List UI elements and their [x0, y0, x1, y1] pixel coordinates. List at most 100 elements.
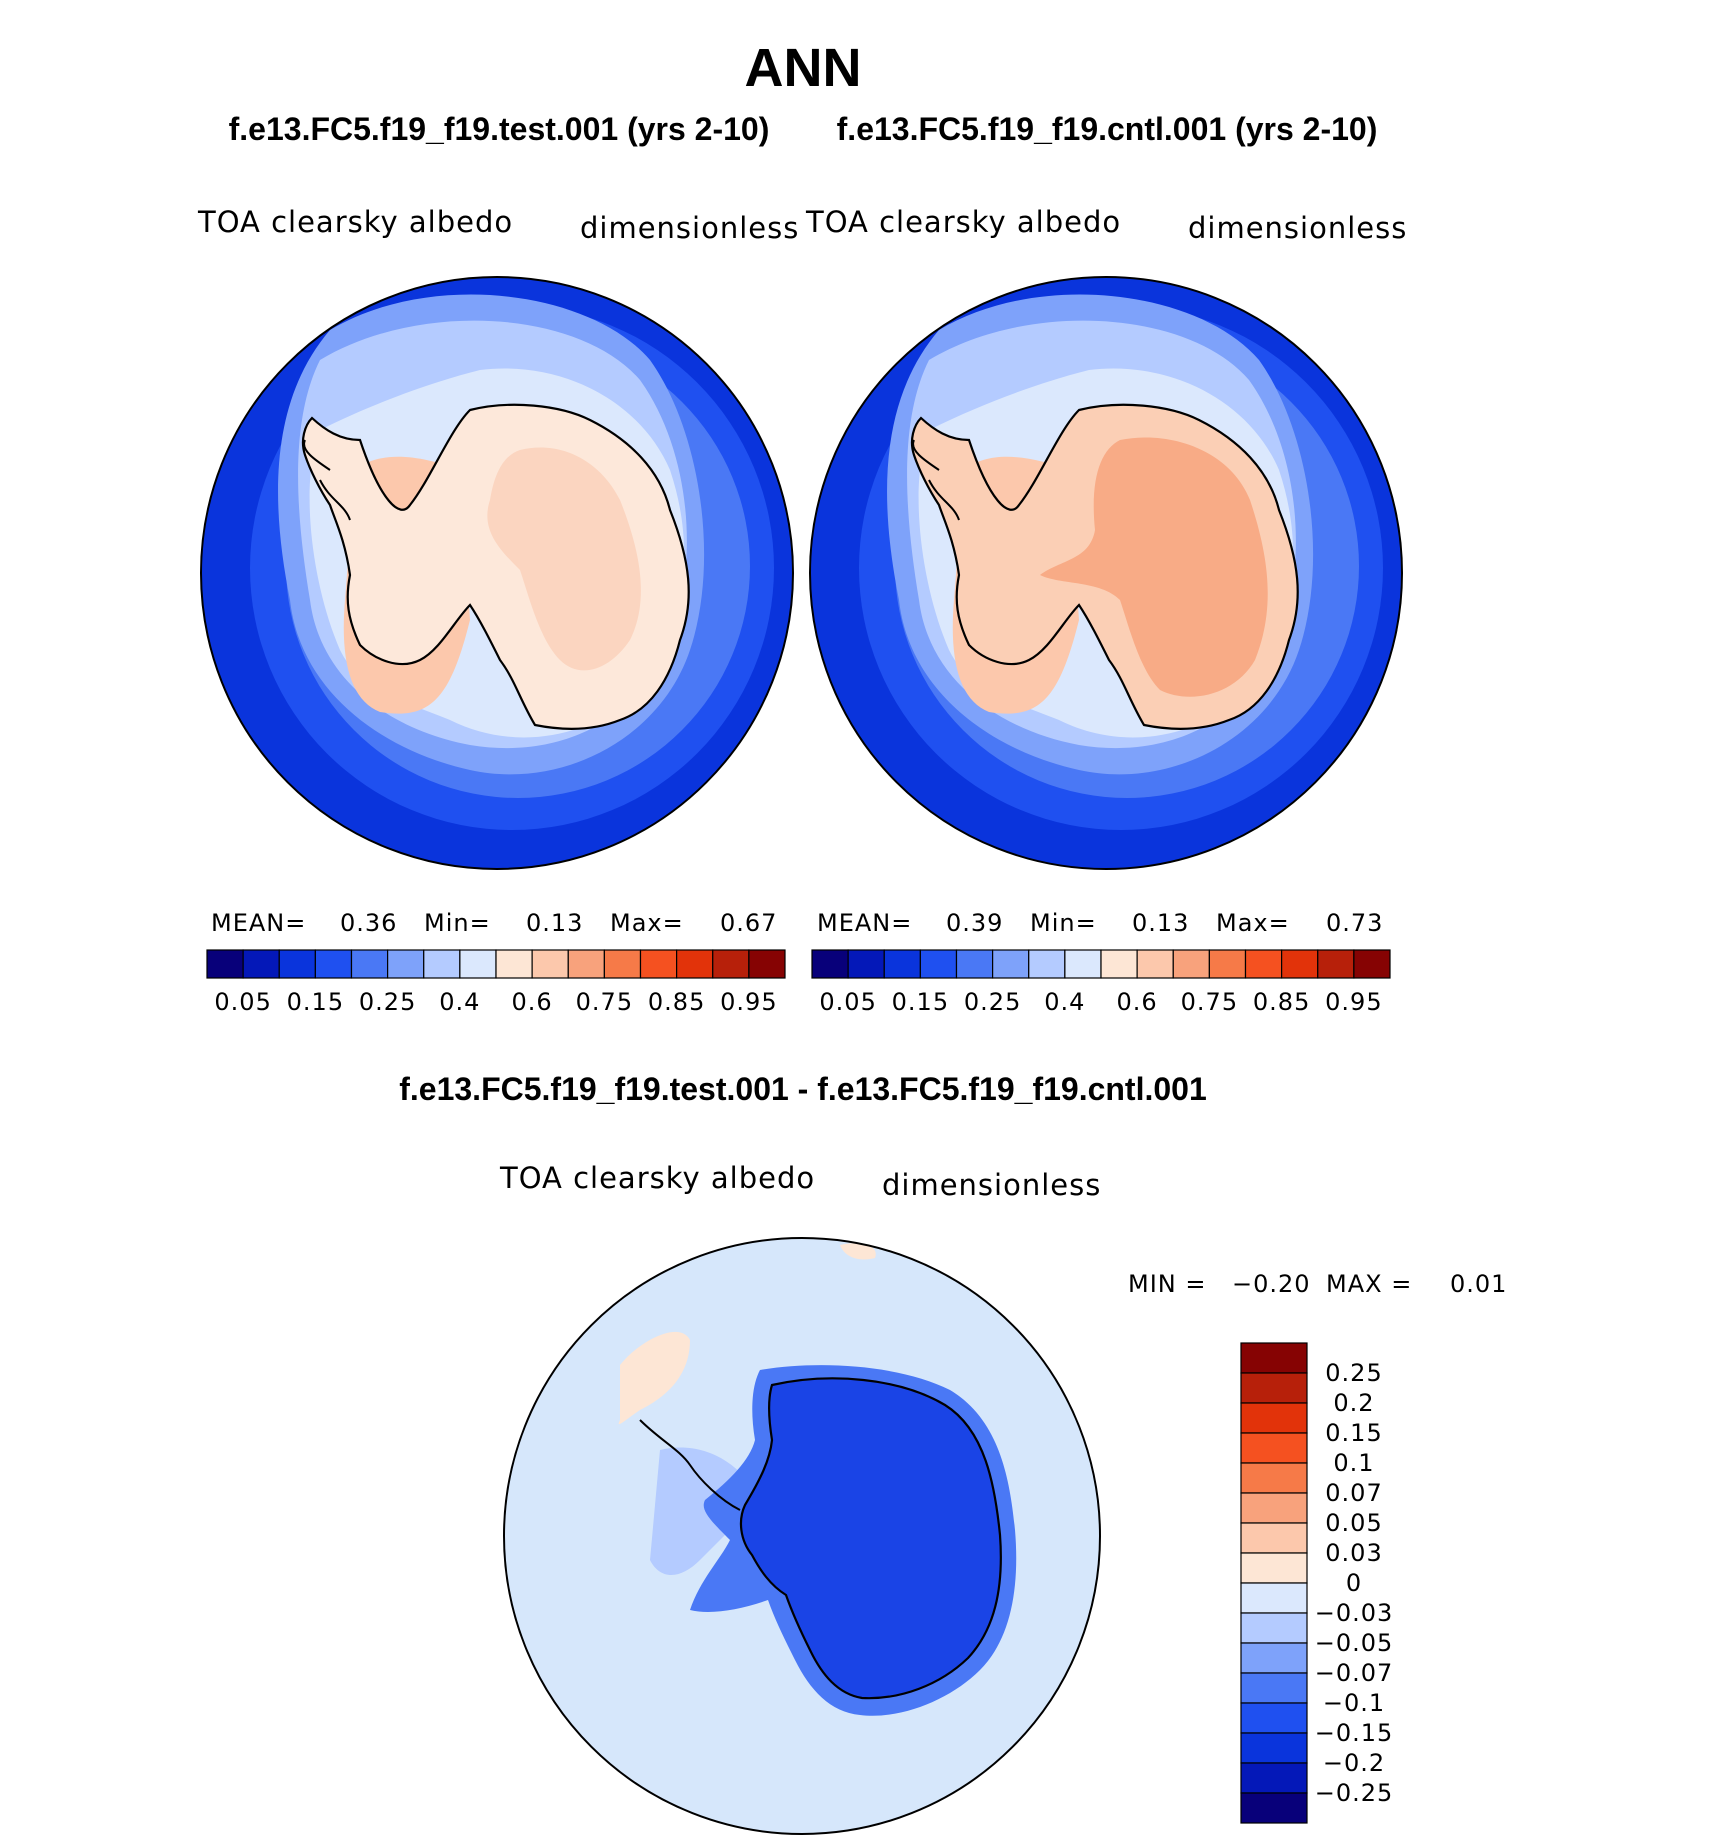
- colorbar-right: [811, 949, 1391, 979]
- map-right: [810, 277, 1402, 869]
- panel-left-max-label: Max=: [610, 909, 684, 937]
- colorbar-swatch: [603, 949, 642, 979]
- colorbar-swatch: [1240, 1462, 1308, 1494]
- colorbar-swatch: [206, 949, 244, 979]
- colorbar-tick-label: 0.85: [1253, 988, 1310, 1016]
- diff-antarctica-land: [739, 1377, 1002, 1700]
- colorbar-swatch: [1240, 1612, 1308, 1644]
- colorbar-tick-label: 0.75: [576, 988, 633, 1016]
- colorbar-swatch: [387, 949, 425, 979]
- colorbar-swatch: [1317, 949, 1355, 979]
- diff-variable: TOA clearsky albedo: [499, 1161, 815, 1195]
- colorbar-tick-label: 0.2: [1333, 1389, 1374, 1417]
- colorbar-right-ticks: 0.05 0.15 0.25 0.4 0.6 0.75 0.85 0.95: [819, 988, 1382, 1016]
- colorbar-tick-label: 0.6: [1117, 988, 1158, 1016]
- panel-right-min-value: 0.13: [1132, 909, 1189, 937]
- colorbar-swatch: [1244, 949, 1283, 979]
- colorbar-tick-label: 0.1: [1333, 1449, 1374, 1477]
- colorbar-swatch: [992, 949, 1030, 979]
- colorbar-swatch: [676, 949, 714, 979]
- colorbar-tick-label: 0.85: [648, 988, 705, 1016]
- colorbar-swatch: [1240, 1552, 1308, 1584]
- colorbar-swatch: [883, 949, 921, 979]
- colorbar-swatch: [811, 949, 849, 979]
- colorbar-swatch: [242, 949, 280, 979]
- colorbar-tick-label: 0.03: [1325, 1539, 1382, 1567]
- colorbar-swatch: [1240, 1342, 1308, 1374]
- colorbar-tick-label: 0.95: [720, 988, 777, 1016]
- colorbar-tick-label: 0.05: [819, 988, 876, 1016]
- colorbar-difference-ticks: 0.250.20.150.10.070.050.030−0.03−0.05 −0.…: [1315, 1359, 1394, 1807]
- colorbar-swatch: [639, 949, 678, 979]
- diff-min-value: −0.20: [1232, 1270, 1311, 1298]
- colorbar-tick-label: 0.15: [287, 988, 344, 1016]
- colorbar-swatch: [1240, 1402, 1308, 1434]
- colorbar-swatch: [748, 949, 786, 979]
- colorbar-tick-label: 0.25: [359, 988, 416, 1016]
- interior-patch-right: [1040, 437, 1268, 697]
- panel-right-max-value: 0.73: [1326, 909, 1383, 937]
- colorbar-swatch: [567, 949, 605, 979]
- colorbar-swatch: [1240, 1702, 1308, 1734]
- colorbar-tick-label: 0.05: [214, 988, 271, 1016]
- diff-units: dimensionless: [882, 1168, 1101, 1202]
- colorbar-tick-label: −0.03: [1315, 1599, 1394, 1627]
- colorbar-swatch: [531, 949, 569, 979]
- map-difference: [504, 1238, 1100, 1834]
- colorbar-tick-label: 0.75: [1181, 988, 1238, 1016]
- panel-left-heading: f.e13.FC5.f19_f19.test.001 (yrs 2-10): [229, 111, 770, 147]
- colorbar-difference: [1240, 1342, 1308, 1824]
- colorbar-tick-label: −0.2: [1323, 1749, 1385, 1777]
- diff-max-value: 0.01: [1450, 1270, 1507, 1298]
- colorbar-tick-label: 0.25: [964, 988, 1021, 1016]
- panel-left-min-value: 0.13: [526, 909, 583, 937]
- colorbar-swatch: [1240, 1732, 1308, 1764]
- colorbar-swatch: [314, 949, 353, 979]
- colorbar-swatch: [1064, 949, 1102, 979]
- panel-left-units: dimensionless: [580, 211, 799, 245]
- colorbar-tick-label: −0.1: [1323, 1689, 1385, 1717]
- panel-left-max-value: 0.67: [720, 909, 777, 937]
- colorbar-swatch: [955, 949, 994, 979]
- colorbar-swatch: [919, 949, 958, 979]
- colorbar-swatch: [1240, 1792, 1308, 1824]
- colorbar-swatch: [1100, 949, 1138, 979]
- panel-right-units: dimensionless: [1188, 211, 1407, 245]
- colorbar-tick-label: 0.15: [1325, 1419, 1382, 1447]
- colorbar-swatch: [1136, 949, 1174, 979]
- colorbar-swatch: [847, 949, 885, 979]
- colorbar-swatch: [712, 949, 750, 979]
- colorbar-swatch: [495, 949, 533, 979]
- colorbar-swatch: [1240, 1582, 1308, 1614]
- colorbar-left: [206, 949, 786, 979]
- interior-patch-left: [487, 447, 641, 671]
- colorbar-swatch: [1240, 1672, 1308, 1704]
- colorbar-swatch: [1240, 1492, 1308, 1524]
- panel-right-mean-value: 0.39: [946, 909, 1003, 937]
- diff-min-label: MIN =: [1128, 1270, 1206, 1298]
- map-left: [201, 277, 793, 869]
- panel-right-mean-label: MEAN=: [817, 909, 912, 937]
- diff-max-label: MAX =: [1326, 1270, 1412, 1298]
- colorbar-tick-label: −0.05: [1315, 1629, 1394, 1657]
- panel-left-variable: TOA clearsky albedo: [197, 205, 513, 239]
- colorbar-left-ticks: 0.05 0.15 0.25 0.4 0.6 0.75 0.85 0.95: [214, 988, 777, 1016]
- colorbar-tick-label: 0.05: [1325, 1509, 1382, 1537]
- diff-heading: f.e13.FC5.f19_f19.test.001 - f.e13.FC5.f…: [399, 1071, 1207, 1107]
- colorbar-tick-label: 0.15: [892, 988, 949, 1016]
- colorbar-swatch: [1240, 1372, 1308, 1404]
- colorbar-tick-label: 0: [1346, 1569, 1362, 1597]
- panel-right-heading: f.e13.FC5.f19_f19.cntl.001 (yrs 2-10): [837, 111, 1378, 147]
- colorbar-tick-label: 0.25: [1325, 1359, 1382, 1387]
- colorbar-tick-label: 0.95: [1325, 988, 1382, 1016]
- panel-left-mean-value: 0.36: [340, 909, 397, 937]
- colorbar-swatch: [423, 949, 461, 979]
- colorbar-swatch: [1172, 949, 1210, 979]
- panel-right-max-label: Max=: [1216, 909, 1290, 937]
- colorbar-swatch: [1240, 1762, 1308, 1794]
- colorbar-tick-label: 0.07: [1325, 1479, 1382, 1507]
- panel-left-min-label: Min=: [424, 909, 491, 937]
- colorbar-tick-label: 0.6: [512, 988, 553, 1016]
- panel-right-variable: TOA clearsky albedo: [805, 205, 1121, 239]
